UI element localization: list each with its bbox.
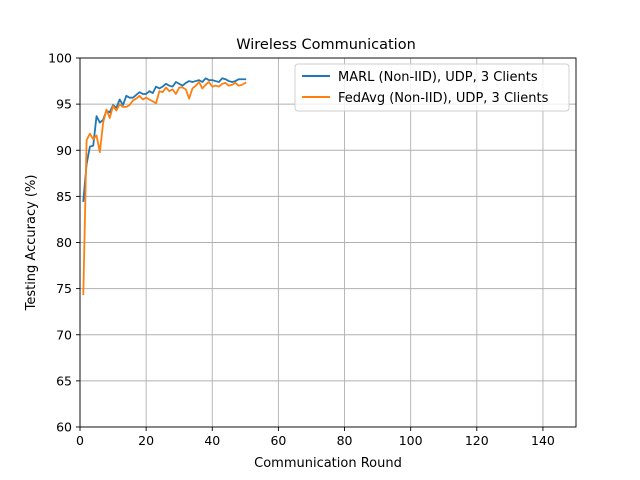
y-axis-label: Testing Accuracy (%) [24, 175, 39, 312]
y-tick-label: 70 [56, 327, 72, 342]
y-tick-label: 80 [56, 235, 72, 250]
y-tick-label: 75 [56, 281, 72, 296]
x-tick-label: 120 [465, 433, 489, 448]
y-tick-label: 95 [56, 97, 72, 112]
chart-legend: MARL (Non-IID), UDP, 3 Clients FedAvg (N… [294, 63, 570, 112]
y-tick-label: 100 [48, 51, 72, 66]
legend-label-fedavg: FedAvg (Non-IID), UDP, 3 Clients [338, 91, 549, 106]
chart-title: Wireless Communication [236, 37, 416, 53]
y-tick-label: 60 [56, 420, 72, 435]
series-line-1 [82, 81, 247, 296]
x-tick-label: 140 [531, 433, 555, 448]
tick-layer: 0 20 40 60 80 100 120 140 60 65 70 75 80 85 90 95 100 [48, 51, 555, 449]
y-tick-label: 90 [56, 143, 72, 158]
x-tick-label: 60 [270, 433, 286, 448]
x-tick-label: 80 [337, 433, 353, 448]
legend-label-marl: MARL (Non-IID), UDP, 3 Clients [338, 70, 538, 85]
legend-box [294, 63, 570, 112]
x-tick-label: 100 [399, 433, 423, 448]
y-tick-label: 65 [56, 373, 72, 388]
y-tick-label: 85 [56, 189, 72, 204]
x-tick-label: 40 [204, 433, 220, 448]
series-layer [82, 77, 247, 296]
series-line-0 [82, 77, 247, 202]
x-axis-label: Communication Round [254, 456, 402, 471]
x-tick-label: 20 [138, 433, 154, 448]
x-tick-label: 0 [76, 433, 84, 448]
